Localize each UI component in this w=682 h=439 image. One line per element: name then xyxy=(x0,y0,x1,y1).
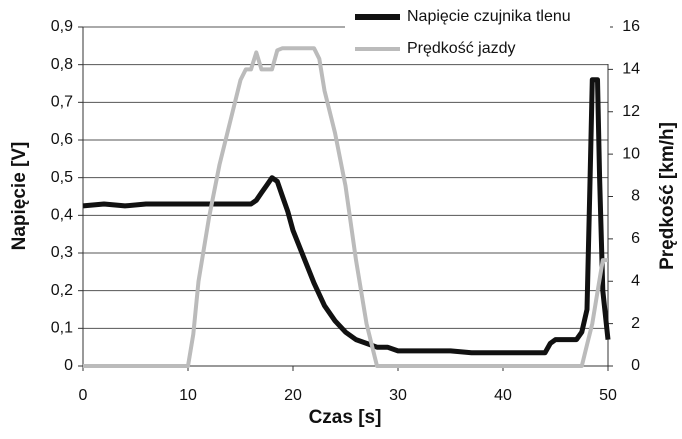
x-tick-label: 30 xyxy=(389,387,407,404)
y-axis-title: Napięcie [V] xyxy=(9,142,30,251)
x-tick-label: 10 xyxy=(179,387,197,404)
legend-label: Prędkość jazdy xyxy=(407,40,516,57)
x-tick-label: 40 xyxy=(494,387,512,404)
y2-tick-label: 12 xyxy=(622,103,640,120)
y-tick-label: 0,9 xyxy=(51,18,73,35)
y-tick-label: 0,8 xyxy=(51,56,73,73)
x-axis-title: Czas [s] xyxy=(309,407,382,428)
x-tick-label: 20 xyxy=(284,387,302,404)
y2-tick-label: 8 xyxy=(631,188,640,205)
legend-label: Napięcie czujnika tlenu xyxy=(407,8,571,25)
x-tick-label: 50 xyxy=(599,387,617,404)
y2-tick-label: 10 xyxy=(622,145,640,162)
y2-tick-label: 0 xyxy=(631,357,640,374)
y-tick-label: 0,7 xyxy=(51,94,73,111)
y-tick-label: 0 xyxy=(64,357,73,374)
y2-tick-label: 4 xyxy=(631,272,640,289)
y-tick-label: 0,4 xyxy=(51,207,73,224)
y-tick-label: 0,5 xyxy=(51,169,73,186)
y2-tick-label: 2 xyxy=(631,315,640,332)
data-line xyxy=(82,77,611,356)
y-tick-label: 0,2 xyxy=(51,282,73,299)
data-line xyxy=(83,46,608,368)
y2-axis-title: Prędkość [km/h] xyxy=(657,122,678,270)
y-tick-label: 0,6 xyxy=(51,131,73,148)
y-tick-label: 0,3 xyxy=(51,244,73,261)
y2-tick-label: 16 xyxy=(622,18,640,35)
y2-tick-label: 14 xyxy=(622,61,640,78)
x-tick-label: 0 xyxy=(79,387,88,404)
y-tick-label: 0,1 xyxy=(51,320,73,337)
y2-tick-label: 6 xyxy=(631,230,640,247)
legend-box xyxy=(345,0,610,64)
